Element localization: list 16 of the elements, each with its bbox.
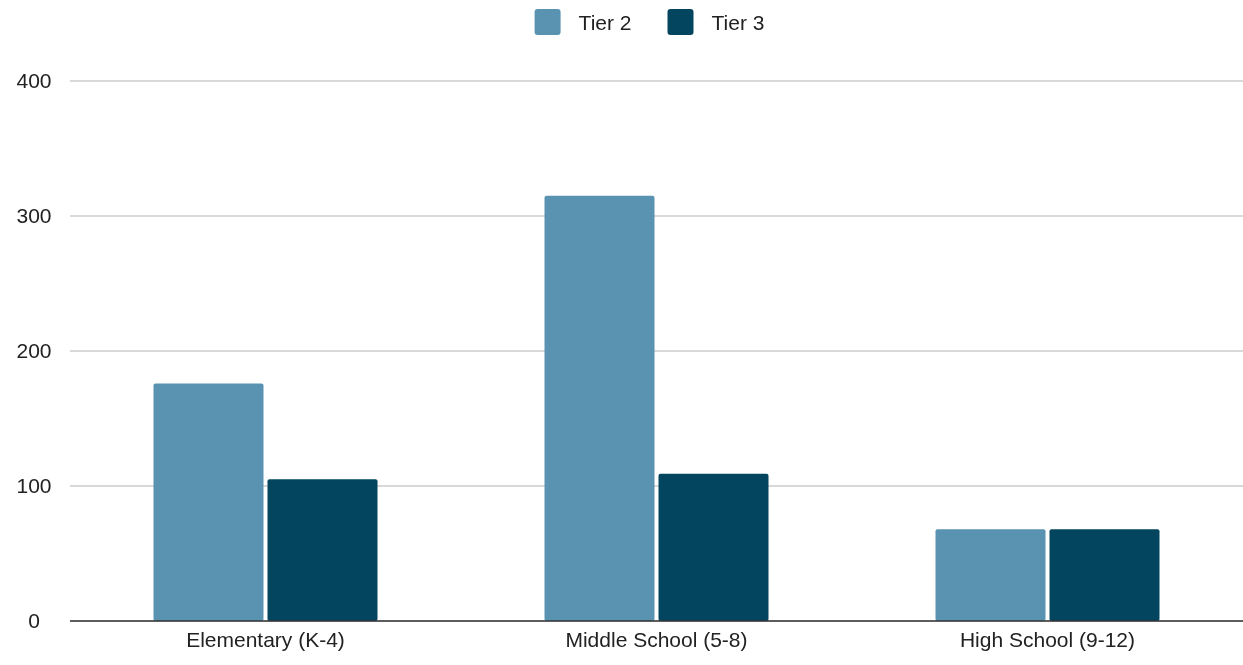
bar (935, 529, 1046, 621)
bar (544, 195, 655, 621)
bar (267, 479, 378, 621)
x-tick-label: High School (9-12) (959, 628, 1136, 652)
bar (658, 473, 769, 621)
legend-label: Tier 2 (578, 11, 632, 34)
x-tick-label: Elementary (K-4) (186, 628, 345, 652)
y-tick-label: 200 (16, 339, 52, 363)
y-tick-label: 0 (28, 609, 40, 633)
y-tick-label: 400 (16, 69, 52, 93)
legend-label: Tier 3 (711, 11, 765, 34)
bar (1049, 529, 1160, 621)
y-tick-label: 100 (16, 474, 52, 498)
bar (153, 383, 264, 621)
y-tick-label: 300 (16, 204, 52, 228)
x-tick-label: Middle School (5-8) (565, 628, 748, 652)
